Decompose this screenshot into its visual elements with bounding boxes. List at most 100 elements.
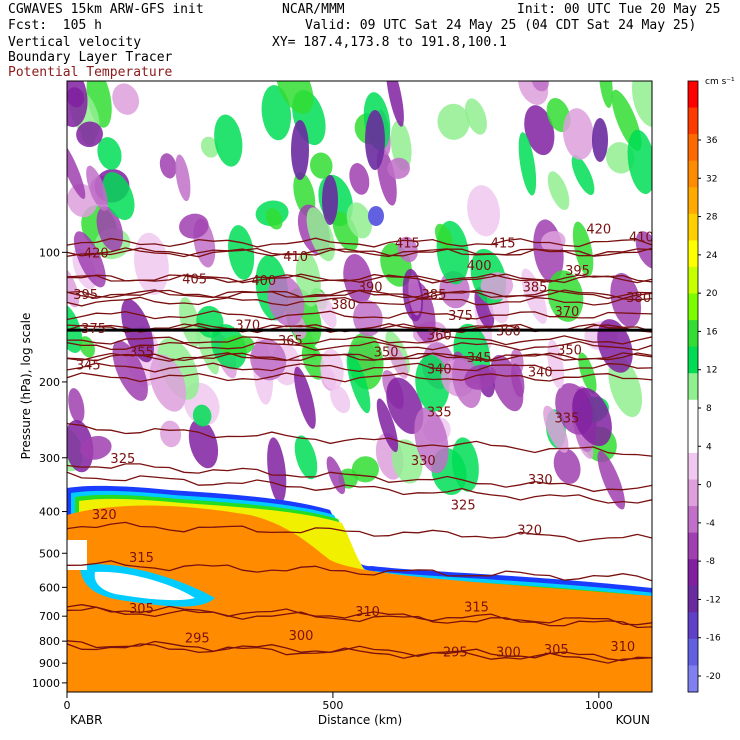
contour-label: 375 [448, 309, 473, 324]
velocity-cell [294, 366, 316, 429]
contour-label: 300 [496, 645, 521, 660]
theta-contour [67, 521, 652, 543]
velocity-cell [160, 420, 182, 448]
velocity-cell [192, 404, 212, 427]
velocity-cell [228, 225, 255, 280]
theta-contour [67, 372, 652, 383]
velocity-cell [330, 385, 351, 414]
theta-contour [67, 352, 652, 362]
contour-label: 325 [451, 498, 476, 513]
velocity-cell [67, 419, 94, 473]
contour-label: 385 [523, 280, 548, 295]
contour-label: 420 [586, 222, 611, 237]
contour-label: 305 [544, 643, 569, 658]
y-tick-label: 300 [39, 452, 60, 465]
contour-label: 330 [528, 473, 553, 488]
velocity-cell [434, 223, 453, 250]
velocity-cell [627, 129, 652, 195]
velocity-cell [524, 105, 555, 156]
velocity-cell [346, 352, 371, 414]
velocity-cell [67, 138, 86, 199]
tracer-intrusion-core [94, 571, 195, 601]
contour-label: 410 [629, 231, 654, 246]
velocity-cell [543, 405, 569, 453]
y-tick-label: 600 [39, 581, 60, 594]
velocity-cell [518, 132, 537, 196]
field-potential-temperature: Potential Temperature [8, 65, 173, 80]
colorbar-tick-label: 4 [706, 442, 712, 452]
model-title: CGWAVES 15km ARW-GFS init [8, 2, 204, 17]
colorbar-tick-label: 36 [706, 136, 718, 146]
contour-label: 295 [443, 645, 468, 660]
colorbar-swatch [688, 585, 698, 613]
contour-label: 415 [491, 237, 516, 252]
velocity-cell [79, 435, 112, 460]
y-tick-label: 200 [39, 376, 60, 389]
colorbar-swatch [688, 160, 698, 188]
colorbar-swatch [688, 346, 698, 374]
velocity-cell [267, 437, 287, 504]
theta-contour [67, 362, 652, 373]
theta-contour [67, 422, 652, 457]
colorbar-swatch [688, 665, 698, 693]
contour-label: 380 [331, 298, 356, 313]
left-station-label: KABR [70, 713, 102, 727]
theta-contour [67, 340, 652, 351]
velocity-cell [511, 363, 525, 398]
colorbar-swatch [688, 532, 698, 560]
contour-label: 325 [110, 452, 135, 467]
velocity-cell [518, 81, 549, 105]
contour-label: 335 [427, 405, 452, 420]
x-axis-label: Distance (km) [318, 713, 402, 727]
contour-label: 350 [557, 343, 582, 358]
contour-label: 370 [235, 318, 260, 333]
velocity-cell [547, 339, 565, 389]
colorbar-tick-label: -4 [706, 519, 715, 529]
velocity-cell [175, 154, 191, 202]
contour-label: 315 [129, 551, 154, 566]
velocity-cell [390, 120, 412, 171]
velocity-cell [598, 81, 613, 108]
theta-contour [67, 471, 652, 504]
colorbar-tick-label: 20 [706, 289, 718, 299]
contour-label: 385 [422, 288, 447, 303]
contour-label: 340 [427, 362, 452, 377]
velocity-cell [391, 439, 423, 484]
theta-contour [67, 352, 652, 362]
colorbar-tick-label: 32 [706, 174, 717, 184]
velocity-cell [86, 165, 108, 212]
velocity-cell [346, 202, 372, 239]
y-axis-label: Pressure (hPa), log scale [19, 313, 33, 460]
forecast-hour: Fcst: 105 h [8, 18, 102, 33]
contour-label: 410 [283, 250, 308, 265]
colorbar-tick-label: -12 [706, 595, 721, 605]
velocity-cell [179, 213, 209, 239]
contour-label: 295 [185, 632, 210, 647]
tracer-core [67, 505, 652, 692]
x-axis: 0 500 1000 [64, 692, 613, 712]
velocity-cell [301, 342, 325, 380]
colorbar-swatch [688, 452, 698, 480]
theta-contour [67, 247, 652, 258]
theta-contour [67, 643, 652, 664]
velocity-cell [597, 451, 626, 510]
velocity-cell [261, 85, 291, 141]
colorbar-tick-label: 0 [706, 481, 712, 491]
velocity-cell [265, 208, 283, 230]
velocity-cell [68, 388, 85, 424]
y-tick-label: 1000 [32, 677, 60, 690]
velocity-cell [267, 275, 305, 327]
contour-label: 345 [467, 351, 492, 366]
plot-frame [66, 80, 653, 693]
velocity-cell [464, 98, 487, 135]
contour-label: 365 [278, 334, 303, 349]
field-boundary-layer-tracer: Boundary Layer Tracer [8, 50, 173, 65]
velocity-cell [572, 221, 594, 277]
contour-label: 310 [355, 605, 380, 620]
velocity-cell [385, 81, 404, 127]
velocity-cell [306, 207, 335, 262]
colorbar-units: cm s⁻¹ [705, 77, 735, 87]
velocity-cell [547, 270, 584, 322]
theta-contour [67, 310, 652, 321]
